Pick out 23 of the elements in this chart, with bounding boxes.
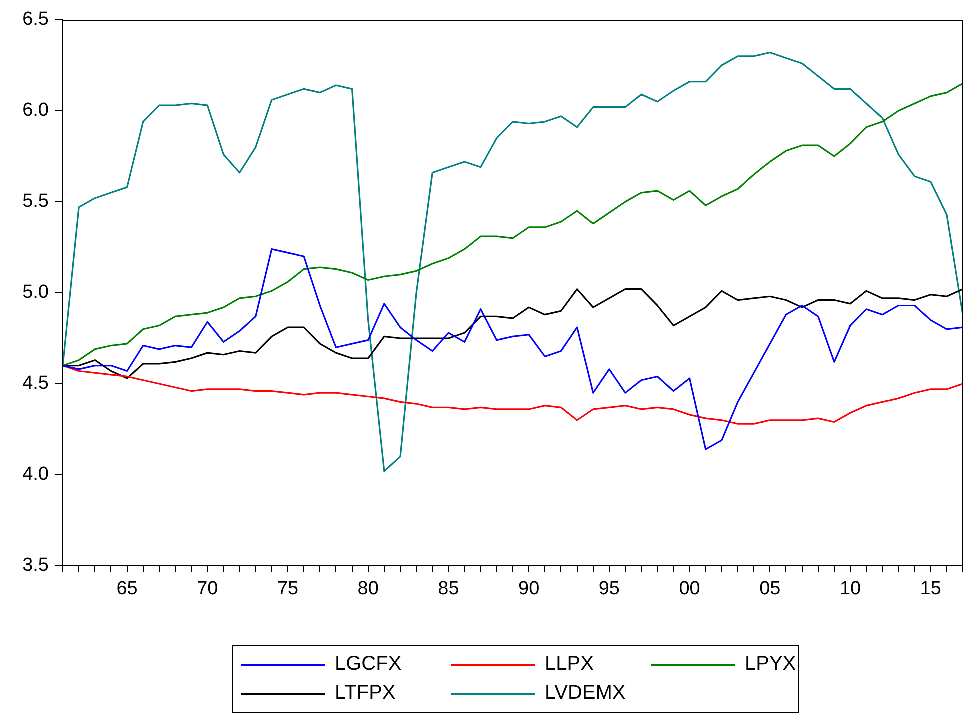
x-tick-label: 15 xyxy=(920,578,942,600)
legend-label: LPYX xyxy=(745,653,796,676)
x-tick-label: 05 xyxy=(760,578,781,600)
y-tick-label: 3.5 xyxy=(22,555,49,576)
y-tick-label: 5.0 xyxy=(22,282,49,304)
y-tick-label: 4.0 xyxy=(22,464,49,486)
y-tick-label: 5.5 xyxy=(22,191,49,212)
y-tick-label: 6.5 xyxy=(22,9,49,30)
x-tick-label: 90 xyxy=(518,578,540,600)
y-tick-label: 6.0 xyxy=(22,100,49,122)
legend-label: LLPX xyxy=(545,653,594,676)
x-tick-label: 75 xyxy=(277,578,299,600)
x-tick-label: 00 xyxy=(679,578,700,600)
y-tick-label: 4.5 xyxy=(22,373,49,394)
x-tick-label: 80 xyxy=(358,578,379,600)
x-tick-label: 70 xyxy=(197,578,218,600)
legend-label: LTFPX xyxy=(335,682,396,705)
legend-label: LVDEMX xyxy=(545,682,626,705)
x-tick-label: 85 xyxy=(438,578,460,600)
legend-label: LGCFX xyxy=(335,653,402,676)
x-tick-label: 10 xyxy=(840,578,862,600)
x-tick-label: 95 xyxy=(598,578,620,600)
x-tick-label: 65 xyxy=(116,578,138,600)
